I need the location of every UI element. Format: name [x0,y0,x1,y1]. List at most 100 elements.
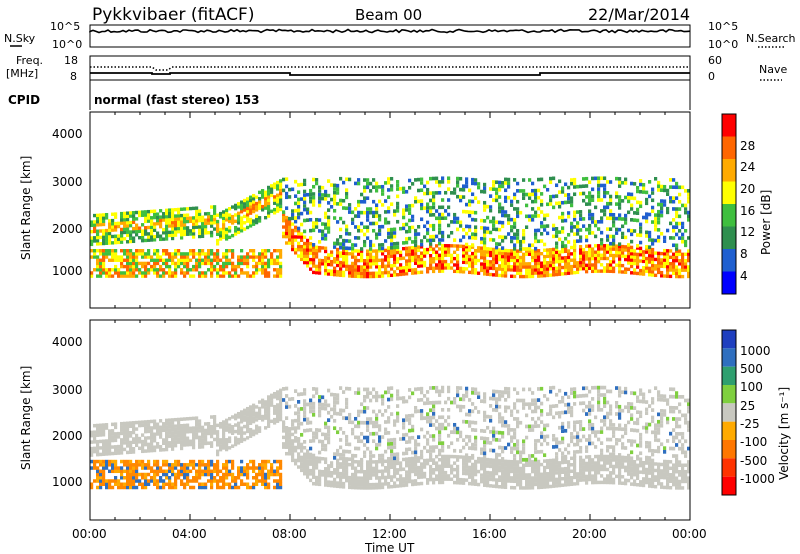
velocity-cell [522,470,526,474]
power-cell [228,207,232,211]
power-cell [552,257,556,261]
velocity-cell [210,476,214,480]
velocity-cell [438,426,442,431]
power-cell [135,229,139,234]
power-cell [498,195,502,199]
velocity-cell [510,479,514,483]
power-cell [99,222,103,227]
velocity-cell [186,436,190,440]
power-cell [639,268,643,273]
velocity-cell [483,483,487,487]
velocity-cell [411,469,415,474]
power-cell [357,214,361,219]
velocity-cell [294,404,298,408]
power-cell [315,217,319,222]
velocity-cell [345,475,349,480]
power-cell [102,216,106,220]
power-cell [465,257,469,262]
power-cell [333,198,337,202]
power-cell [216,258,220,262]
power-cell [531,181,535,186]
power-cell [123,227,127,231]
power-cell [129,230,133,234]
power-cell [117,221,121,226]
velocity-cell [459,386,463,390]
power-cell [90,274,94,278]
velocity-cell [231,472,235,477]
velocity-cell [345,457,349,461]
velocity-cell [387,416,391,420]
power-cell [339,273,343,277]
power-cell [96,242,100,246]
power-cell [549,273,553,277]
power-cell [585,254,589,258]
velocity-cell [210,415,214,419]
power-cell [438,227,442,231]
power-cell [147,232,151,236]
velocity-cell [237,472,241,477]
velocity-cell [261,463,265,467]
power-cell [207,221,211,225]
velocity-cell [510,466,514,470]
power-cell [162,212,166,216]
velocity-cell [345,401,349,406]
power-cell [438,241,442,246]
power-cell [375,232,379,237]
velocity-cell [414,456,418,460]
velocity-cell [528,482,532,487]
power-cell [246,203,250,207]
power-cell [366,218,370,222]
velocity-cell [312,481,316,486]
velocity-cell [153,448,157,453]
power-cell [675,185,679,190]
power-cell [105,274,109,278]
velocity-cell [285,438,289,443]
power-cell [102,219,106,223]
velocity-cell [438,467,442,472]
velocity-cell [432,400,436,405]
velocity-cell [333,407,337,412]
velocity-cell [342,408,346,413]
power-cell [297,248,301,252]
power-cell [423,263,427,268]
power-cell [591,263,595,267]
velocity-cell [471,453,475,458]
velocity-cell [456,474,460,479]
power-cell [498,267,502,271]
power-cell [489,250,493,255]
power-cell [216,223,220,227]
velocity-cell [375,463,379,467]
power-cell [393,245,397,250]
velocity-cell [420,449,424,454]
velocity-cell [417,435,421,440]
power-cell [588,257,592,261]
power-cell [399,263,403,267]
power-cell [618,254,622,258]
power-cell [165,208,169,213]
power-cell [591,231,595,235]
power-cell [285,228,289,233]
power-cell [333,183,337,188]
velocity-cell [114,482,118,486]
velocity-cell [171,472,175,477]
velocity-cell [426,478,430,482]
velocity-cell [303,446,307,450]
velocity-cell [456,480,460,485]
power-cell [561,229,565,234]
power-cell [627,254,631,259]
velocity-cell [489,429,493,434]
power-cell [495,242,499,246]
velocity-cell [393,458,397,463]
power-cell [315,267,319,272]
velocity-cell [507,466,511,470]
velocity-cell [402,396,406,400]
power-cell [429,266,433,271]
power-cell [432,269,436,274]
power-cell [555,227,559,231]
power-cell [534,192,538,197]
velocity-cell [447,457,451,462]
power-cell [441,176,445,181]
velocity-cell [384,420,388,424]
power-cell [453,238,457,242]
power-cell [387,258,391,262]
